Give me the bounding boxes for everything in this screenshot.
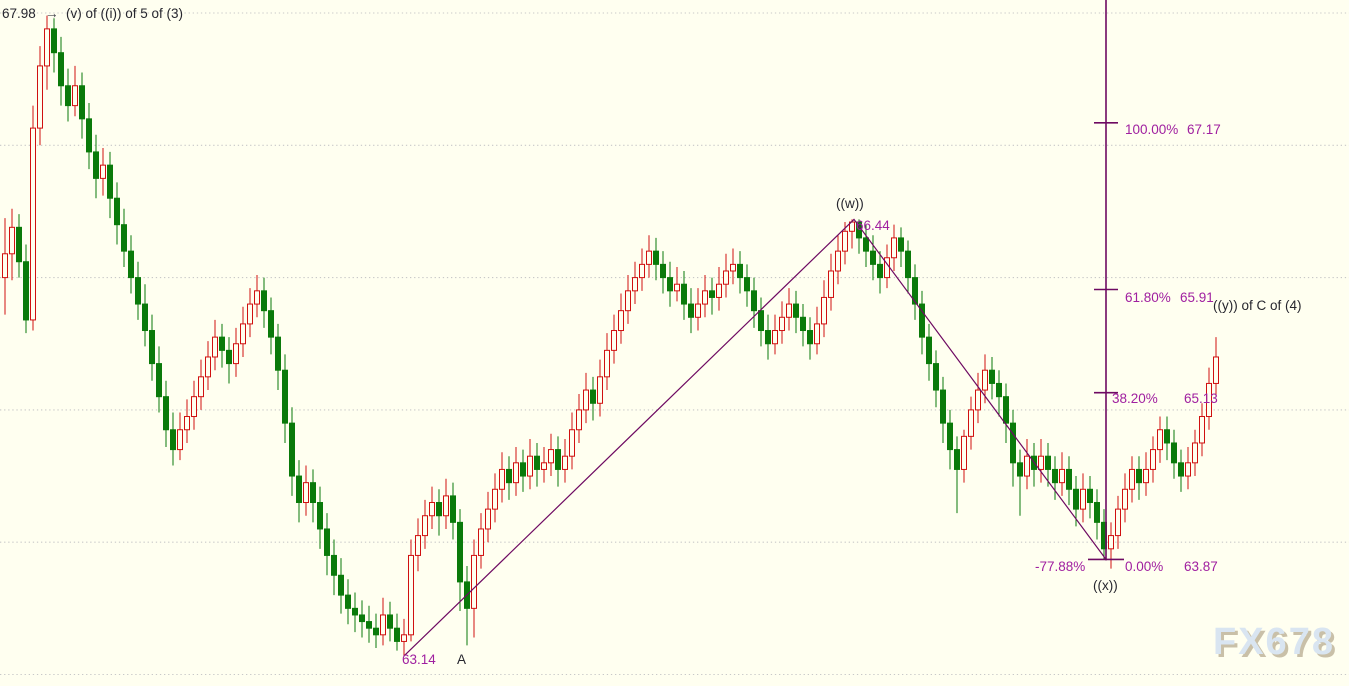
fib-100-price-label: 67.17 (1187, 122, 1221, 137)
fib-0-pct-label: 0.00% (1125, 559, 1164, 574)
fib-minus-pct-label: -77.88% (1035, 559, 1086, 574)
peak-price-label: 67.98 → (2, 5, 59, 22)
low-price-label: 63.14 (402, 652, 436, 667)
wave-label-a: A (457, 652, 467, 667)
fx678-watermark: FX678 (1213, 621, 1335, 663)
fib-382-price-label: 65.13 (1184, 391, 1218, 406)
fib-0-price-label: 63.87 (1184, 559, 1218, 574)
wave-label-w: ((w)) (836, 196, 864, 211)
wave-label-top: (v) of ((i)) of 5 of (3) (66, 6, 184, 21)
fib-382-pct-label: 38.20% (1112, 391, 1158, 406)
wave-label-x: ((x)) (1093, 578, 1118, 593)
fib-618-price-label: 65.91 (1180, 290, 1214, 305)
wave-w-price-label: 66.44 (856, 218, 890, 233)
peak-price-value: 67.98 (2, 6, 36, 21)
fib-100-pct-label: 100.00% (1125, 122, 1179, 137)
right-arrow-icon: → (44, 5, 59, 21)
fib-618-pct-label: 61.80% (1125, 290, 1171, 305)
wave-label-y: ((y)) of C of (4) (1213, 298, 1302, 313)
